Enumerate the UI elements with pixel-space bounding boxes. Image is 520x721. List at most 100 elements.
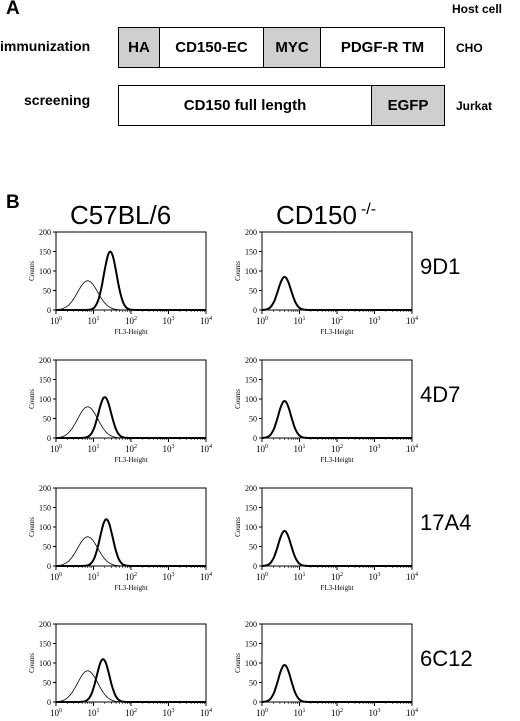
plot-1-1-ytick-label: 150 — [39, 248, 51, 257]
plot-4-2-xtick-label: 102 — [331, 708, 343, 718]
plot-3-1-xtick-label: 104 — [200, 572, 212, 582]
plot-3-1-xtick-base: 10 — [88, 572, 98, 582]
plot-4-2-xtick-label: 103 — [369, 708, 381, 718]
plot-3-2-xtick-base: 10 — [256, 572, 266, 582]
plot-4-1-xtick-exp: 1 — [97, 708, 100, 714]
plot-1-2-xtick-base: 10 — [331, 316, 341, 326]
plot-4-2-frame — [261, 623, 413, 703]
plot-1-1-xtick-label: 100 — [50, 316, 62, 326]
plot-2-1-curve-thin — [55, 406, 206, 439]
plot-1-1-xtick-label: 102 — [125, 316, 137, 326]
plot-3-2-xtick-exp: 2 — [340, 572, 343, 578]
plot-4-2-curve-thick — [262, 664, 412, 703]
plot-3-1-xtick-exp: 0 — [59, 572, 62, 578]
plot-3-2-xtick-exp: 1 — [303, 572, 306, 578]
plot-2-1-xtick-exp: 4 — [209, 444, 212, 450]
plot-2-2-curve-thick — [262, 400, 412, 439]
plot-1-2-xtick-label: 103 — [369, 316, 381, 326]
column-title-knockout: CD150 -/- — [276, 200, 376, 231]
plot-4-1-xtick-base: 10 — [88, 708, 98, 718]
plot-1-1-xtick-exp: 4 — [209, 316, 212, 322]
plot-1-1-ylabel: Counts — [28, 261, 36, 281]
plot-4-2-xtick-base: 10 — [406, 708, 416, 718]
plot-3-1-xtick-label: 100 — [50, 572, 62, 582]
plot-3-2-xtick-exp: 0 — [265, 572, 268, 578]
screening-label: screening — [24, 92, 91, 108]
plot-1-1-ytick-label: 200 — [39, 228, 51, 237]
plot-2-2-ylabel: Counts — [234, 389, 242, 409]
plot-2-2-ytick-label: 200 — [245, 356, 257, 365]
plot-2-2-ytick-label: 100 — [245, 395, 257, 404]
plot-2-1-xtick-label: 104 — [200, 444, 212, 454]
plot-4-1-frame — [55, 623, 207, 703]
plot-3-2-ytick-label: 200 — [245, 484, 257, 493]
plot-1-1-xtick-base: 10 — [200, 316, 210, 326]
plot-3-1-xtick-base: 10 — [163, 572, 173, 582]
plot-4-2-xtick-label: 101 — [294, 708, 306, 718]
plot-2-1-xtick-base: 10 — [50, 444, 60, 454]
plot-3-2-frame — [261, 487, 413, 567]
column-title-wildtype: C57BL/6 — [70, 200, 172, 230]
plot-4-1-xtick-base: 10 — [125, 708, 135, 718]
plot-1-1-xlabel: FL3-Height — [114, 328, 147, 336]
plot-3-1-ytick-label: 50 — [43, 543, 51, 552]
plot-3-1-curve-thin — [55, 536, 206, 567]
plot-2-1-xtick-base: 10 — [163, 444, 173, 454]
plot-3-1-xtick-label: 103 — [163, 572, 175, 582]
plot-4-1-xtick-exp: 2 — [134, 708, 137, 714]
plot-2-2-xtick-base: 10 — [331, 444, 341, 454]
plot-2-2-xtick-label: 104 — [406, 444, 418, 454]
plot-3-1-ytick-label: 200 — [39, 484, 51, 493]
plot-1-2-ytick-label: 150 — [245, 248, 257, 257]
plot-3-2-ytick-label: 100 — [245, 523, 257, 532]
plot-3-1-xtick-label: 101 — [88, 572, 100, 582]
plot-2-2-xtick-label: 103 — [369, 444, 381, 454]
plot-1-1-ytick-label: 100 — [39, 267, 51, 276]
plot-2-1-xtick-exp: 1 — [97, 444, 100, 450]
plot-3-2-xtick-label: 101 — [294, 572, 306, 582]
plot-4-2-xtick-base: 10 — [256, 708, 266, 718]
plot-3-2-xtick-base: 10 — [406, 572, 416, 582]
plot-4-1-xtick-label: 104 — [200, 708, 212, 718]
plot-1-2-curve-thick — [262, 275, 412, 311]
plot-1-2-xtick-exp: 4 — [415, 316, 418, 322]
plot-2-1-xtick-exp: 0 — [59, 444, 62, 450]
plot-3-1-ytick-label: 150 — [39, 504, 51, 513]
plot-2-1-xtick-exp: 2 — [134, 444, 137, 450]
plot-2-2-ytick-label: 0 — [253, 434, 257, 443]
plot-2-2-xtick-exp: 2 — [340, 444, 343, 450]
plot-3-1-xtick-label: 102 — [125, 572, 137, 582]
plot-3-1-ytick-label: 0 — [47, 562, 51, 571]
plot-1-1-xtick-label: 104 — [200, 316, 212, 326]
plot-3-2-ytick-label: 150 — [245, 504, 257, 513]
plot-3-2-ytick-label: 50 — [249, 543, 257, 552]
plot-2-2-ytick-label: 50 — [249, 415, 257, 424]
plot-1-2-frame — [261, 231, 413, 311]
plot-4-1-curve-thick — [56, 658, 206, 703]
plot-3-2-xtick-base: 10 — [331, 572, 341, 582]
construct-segment-ha: HA — [119, 28, 160, 67]
clone-label-17a4: 17A4 — [420, 510, 472, 535]
plot-1-1-xtick-label: 103 — [163, 316, 175, 326]
plot-2-2-xtick-label: 102 — [331, 444, 343, 454]
plot-2-1-frame — [55, 359, 207, 439]
construct-segment-cd150-ec: CD150-EC — [160, 28, 264, 67]
plot-3-2-xlabel: FL3-Height — [320, 584, 353, 592]
plot-1-1-xtick-base: 10 — [125, 316, 135, 326]
plot-1-1-xtick-base: 10 — [88, 316, 98, 326]
plot-3-1-frame — [55, 487, 207, 567]
plot-1-2-xtick-label: 102 — [331, 316, 343, 326]
plot-3-1-xtick-base: 10 — [125, 572, 135, 582]
plot-2-1-xtick-base: 10 — [125, 444, 135, 454]
plot-2-2-xtick-exp: 3 — [378, 444, 381, 450]
plot-1-1-xtick-exp: 2 — [134, 316, 137, 322]
plot-4-2-xtick-base: 10 — [369, 708, 379, 718]
plot-1-1-xtick-exp: 3 — [172, 316, 175, 322]
plot-4-1-xtick-label: 101 — [88, 708, 100, 718]
plot-3-1-xtick-exp: 3 — [172, 572, 175, 578]
plot-2-2-xtick-base: 10 — [294, 444, 304, 454]
plot-4-2-xtick-exp: 4 — [415, 708, 418, 714]
plot-4-1-xtick-exp: 3 — [172, 708, 175, 714]
plot-2-1-xtick-exp: 3 — [172, 444, 175, 450]
